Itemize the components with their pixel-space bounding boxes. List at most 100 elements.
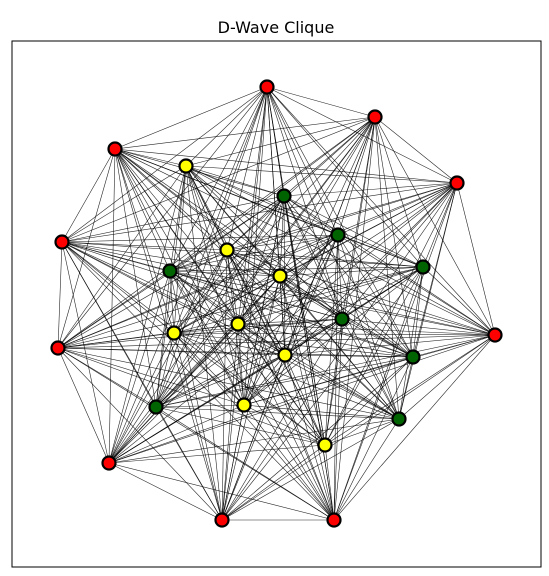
edge-r5-g2 — [333, 234, 339, 521]
node-red-r3 — [449, 175, 465, 191]
edge-r3-g5 — [341, 182, 458, 320]
edge-y4-g3 — [237, 266, 424, 325]
edge-y4-y5 — [173, 323, 239, 334]
edge-r6-r8 — [57, 347, 223, 521]
edge-r4-r9 — [61, 241, 496, 336]
edge-g2-g4 — [169, 234, 339, 272]
edge-y3-y4 — [237, 275, 281, 325]
edge-r2-r3 — [374, 116, 458, 184]
edge-y1-g6 — [185, 165, 414, 358]
edge-g5-g6 — [341, 318, 414, 358]
edge-y8-g1 — [283, 195, 326, 446]
edge-r4-y8 — [324, 334, 496, 446]
edge-r10-y1 — [114, 148, 187, 167]
edge-r2-y8 — [324, 116, 376, 446]
edge-r4-g6 — [412, 334, 496, 358]
edge-r7-g8 — [108, 418, 400, 464]
edge-r1-g7 — [155, 86, 268, 408]
edge-y7-g1 — [243, 195, 285, 406]
edge-r3-y5 — [173, 182, 458, 334]
edge-g1-g2 — [283, 195, 339, 236]
edge-r5-r8 — [57, 347, 335, 521]
edge-r3-g1 — [283, 182, 458, 197]
edge-y8-g3 — [324, 266, 424, 446]
edge-r6-y3 — [221, 275, 281, 521]
node-red-r1 — [259, 79, 275, 95]
edge-r9-y7 — [61, 241, 245, 406]
edge-y2-g4 — [169, 249, 228, 272]
edge-y1-y6 — [185, 165, 286, 356]
edge-r6-y8 — [221, 444, 326, 521]
edge-y4-y7 — [237, 323, 245, 406]
edge-r8-y2 — [57, 249, 228, 349]
edge-y1-g4 — [169, 165, 187, 272]
edge-r4-g7 — [155, 334, 496, 408]
edge-y6-g8 — [284, 354, 400, 420]
edge-y5-y7 — [173, 332, 245, 406]
edge-r8-g7 — [57, 347, 157, 408]
edge-y7-g6 — [243, 356, 414, 406]
edge-r2-y2 — [226, 116, 376, 251]
edge-r1-r9 — [61, 86, 268, 243]
edge-r6-y6 — [221, 354, 286, 521]
edge-r7-y3 — [108, 275, 281, 464]
edge-r1-g4 — [169, 86, 268, 272]
edge-y1-y5 — [173, 165, 187, 334]
edge-r3-r6 — [221, 182, 458, 521]
edge-y1-y4 — [185, 165, 239, 325]
edge-r7-y1 — [108, 165, 187, 464]
edge-r3-r8 — [57, 182, 458, 349]
edge-y6-y8 — [284, 354, 326, 446]
edge-y5-g1 — [173, 195, 285, 334]
edge-r1-y5 — [173, 86, 268, 334]
edge-r7-g2 — [108, 234, 339, 464]
edge-r1-g8 — [266, 86, 400, 420]
edge-r9-r10 — [61, 148, 116, 243]
edge-y7-g8 — [243, 404, 400, 420]
edge-g5-g7 — [155, 318, 343, 408]
edge-y1-y7 — [185, 165, 245, 406]
edge-r7-g4 — [108, 270, 171, 464]
edge-r9-g3 — [61, 241, 424, 268]
edge-y8-g7 — [155, 406, 326, 446]
node-red-r4 — [487, 327, 503, 343]
edge-r5-g1 — [283, 195, 335, 521]
edge-y4-g2 — [237, 234, 339, 325]
edge-y3-g4 — [169, 270, 281, 277]
edge-r9-y8 — [61, 241, 326, 446]
node-yellow-y7 — [236, 397, 252, 413]
node-yellow-y1 — [178, 158, 194, 174]
edge-r10-g7 — [114, 148, 157, 408]
edge-y3-y5 — [173, 275, 281, 334]
edge-r9-y4 — [61, 241, 239, 325]
edge-r10-g1 — [114, 148, 285, 197]
edge-r1-y1 — [185, 86, 268, 167]
node-yellow-y2 — [219, 242, 235, 258]
edge-r3-g7 — [155, 182, 458, 408]
edge-r10-g3 — [114, 148, 424, 268]
edge-r2-r9 — [61, 116, 376, 243]
edge-r8-r9 — [57, 241, 63, 349]
edge-g3-g7 — [155, 266, 424, 408]
edge-r4-r6 — [221, 334, 496, 521]
node-green-g2 — [330, 227, 346, 243]
edge-r1-r2 — [266, 86, 376, 118]
edge-g4-g7 — [155, 270, 171, 408]
node-yellow-y3 — [272, 268, 288, 284]
edge-r9-g8 — [61, 241, 400, 420]
edge-r5-y1 — [185, 165, 335, 521]
edge-r7-y8 — [108, 444, 326, 464]
edge-r1-r4 — [266, 86, 496, 336]
edge-r10-y8 — [114, 148, 326, 446]
node-green-g6 — [405, 349, 421, 365]
edge-r3-g3 — [422, 182, 458, 268]
edge-r8-g3 — [57, 266, 424, 349]
edge-g1-g4 — [169, 195, 285, 272]
edge-y7-g5 — [243, 318, 343, 406]
node-red-r10 — [107, 141, 123, 157]
edge-r2-g4 — [169, 116, 376, 272]
edge-r3-g2 — [337, 182, 458, 236]
edge-y2-y4 — [226, 249, 239, 325]
edge-r3-y8 — [324, 182, 458, 446]
